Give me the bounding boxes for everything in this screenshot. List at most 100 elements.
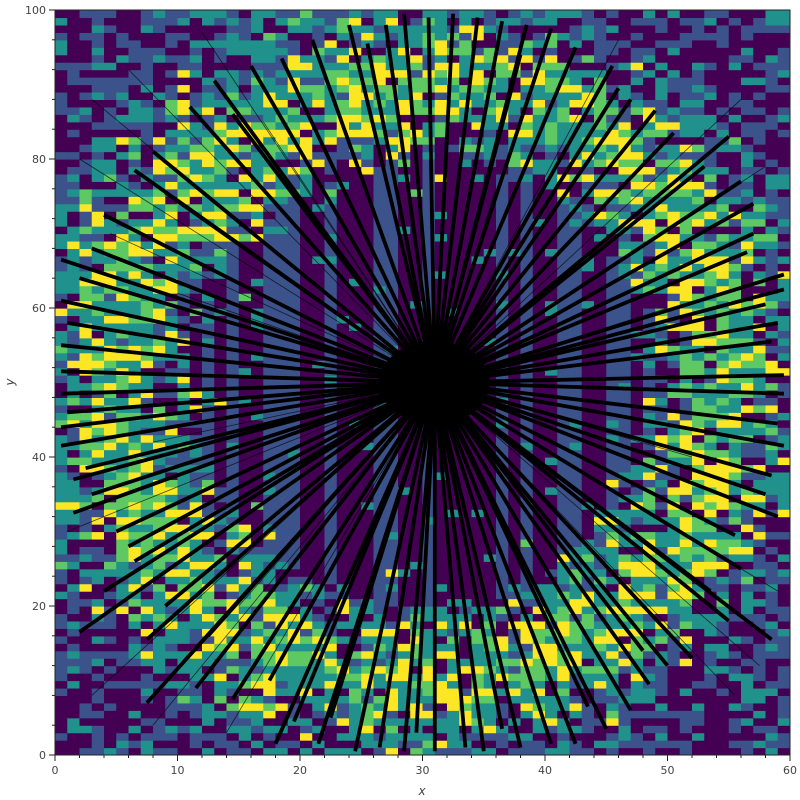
heatmap-cell [214, 710, 228, 719]
heatmap-cell [361, 643, 375, 652]
heatmap-cell [226, 203, 240, 212]
heatmap-cell [630, 39, 644, 48]
heatmap-cell [336, 606, 350, 615]
heatmap-cell [214, 24, 228, 33]
heatmap-cell [55, 188, 68, 197]
heatmap-cell [263, 427, 277, 436]
heatmap-cell [532, 516, 546, 525]
heatmap-cell [214, 278, 228, 287]
heatmap-cell [459, 553, 473, 562]
heatmap-cell [214, 17, 228, 26]
heatmap-cell [655, 717, 669, 726]
heatmap-cell [655, 635, 669, 644]
heatmap-cell [434, 650, 448, 659]
heatmap-cell [300, 278, 313, 287]
heatmap-cell [398, 702, 411, 711]
heatmap-cell [189, 270, 203, 279]
heatmap-cell [275, 568, 289, 577]
heatmap-cell [238, 464, 252, 473]
heatmap-cell [324, 516, 338, 525]
heatmap-cell [153, 702, 166, 711]
heatmap-cell [643, 293, 656, 302]
heatmap-cell [189, 516, 203, 525]
heatmap-cell [630, 680, 644, 689]
heatmap-cell [459, 650, 473, 659]
heatmap-cell [116, 114, 130, 123]
heatmap-cell [287, 509, 301, 518]
heatmap-cell [496, 263, 509, 272]
heatmap-cell [275, 360, 289, 369]
heatmap-cell [67, 628, 81, 637]
heatmap-cell [153, 226, 166, 235]
heatmap-cell [361, 561, 375, 570]
heatmap-cell [251, 717, 264, 726]
heatmap-cell [55, 680, 68, 689]
heatmap-cell [496, 166, 509, 175]
heatmap-cell [630, 47, 644, 56]
heatmap-cell [459, 278, 473, 287]
heatmap-cell [202, 643, 215, 652]
heatmap-cell [545, 665, 558, 674]
heatmap-cell [569, 635, 583, 644]
heatmap-cell [287, 367, 301, 376]
heatmap-cell [226, 665, 240, 674]
heatmap-cell [594, 255, 607, 264]
heatmap-cell [55, 606, 68, 615]
heatmap-cell [398, 695, 411, 704]
heatmap-cell [79, 308, 93, 317]
heatmap-cell [643, 248, 656, 257]
heatmap-cell [459, 673, 473, 682]
heatmap-cell [79, 69, 93, 78]
heatmap-cell [508, 218, 522, 227]
heatmap-cell [630, 240, 644, 249]
heatmap-cell [324, 248, 338, 257]
heatmap-cell [67, 69, 81, 78]
heatmap-cell [275, 106, 289, 115]
heatmap-cell [434, 54, 448, 63]
heatmap-cell [606, 501, 620, 510]
heatmap-cell [67, 583, 81, 592]
heatmap-cell [643, 345, 656, 354]
heatmap-cell [361, 516, 375, 525]
heatmap-cell [447, 628, 460, 637]
heatmap-cell [275, 501, 289, 510]
heatmap-cell [116, 509, 130, 518]
heatmap-cell [496, 226, 509, 235]
heatmap-cell [116, 77, 130, 86]
heatmap-cell [385, 240, 399, 249]
heatmap-cell [471, 673, 485, 682]
heatmap-cell [104, 732, 117, 741]
heatmap-cell [177, 54, 191, 63]
heatmap-cell [447, 91, 460, 100]
heatmap-cell [618, 434, 632, 443]
heatmap-cell [300, 196, 313, 205]
heatmap-cell [202, 702, 215, 711]
heatmap-cell [520, 136, 534, 145]
heatmap-cell [238, 345, 252, 354]
heatmap-cell [226, 77, 240, 86]
heatmap-cell [508, 658, 522, 667]
heatmap-cell [594, 412, 607, 421]
heatmap-cell [508, 613, 522, 622]
heatmap-cell [67, 382, 81, 391]
heatmap-cell [312, 732, 326, 741]
heatmap-cell [361, 568, 375, 577]
heatmap-cell [67, 337, 81, 346]
heatmap-cell [630, 114, 644, 123]
heatmap-cell [300, 308, 313, 317]
heatmap-cell [532, 687, 546, 696]
heatmap-cell [459, 270, 473, 279]
heatmap-cell [67, 673, 81, 682]
heatmap-cell [655, 62, 669, 71]
heatmap-cell [373, 173, 387, 182]
heatmap-cell [55, 553, 68, 562]
heatmap-cell [471, 635, 485, 644]
heatmap-cell [545, 457, 558, 466]
heatmap-cell [238, 598, 252, 607]
heatmap-cell [202, 427, 215, 436]
heatmap-cell [189, 606, 203, 615]
heatmap-cell [532, 114, 546, 123]
heatmap-cell [214, 196, 228, 205]
heatmap-cell [545, 144, 558, 153]
heatmap-cell [189, 628, 203, 637]
